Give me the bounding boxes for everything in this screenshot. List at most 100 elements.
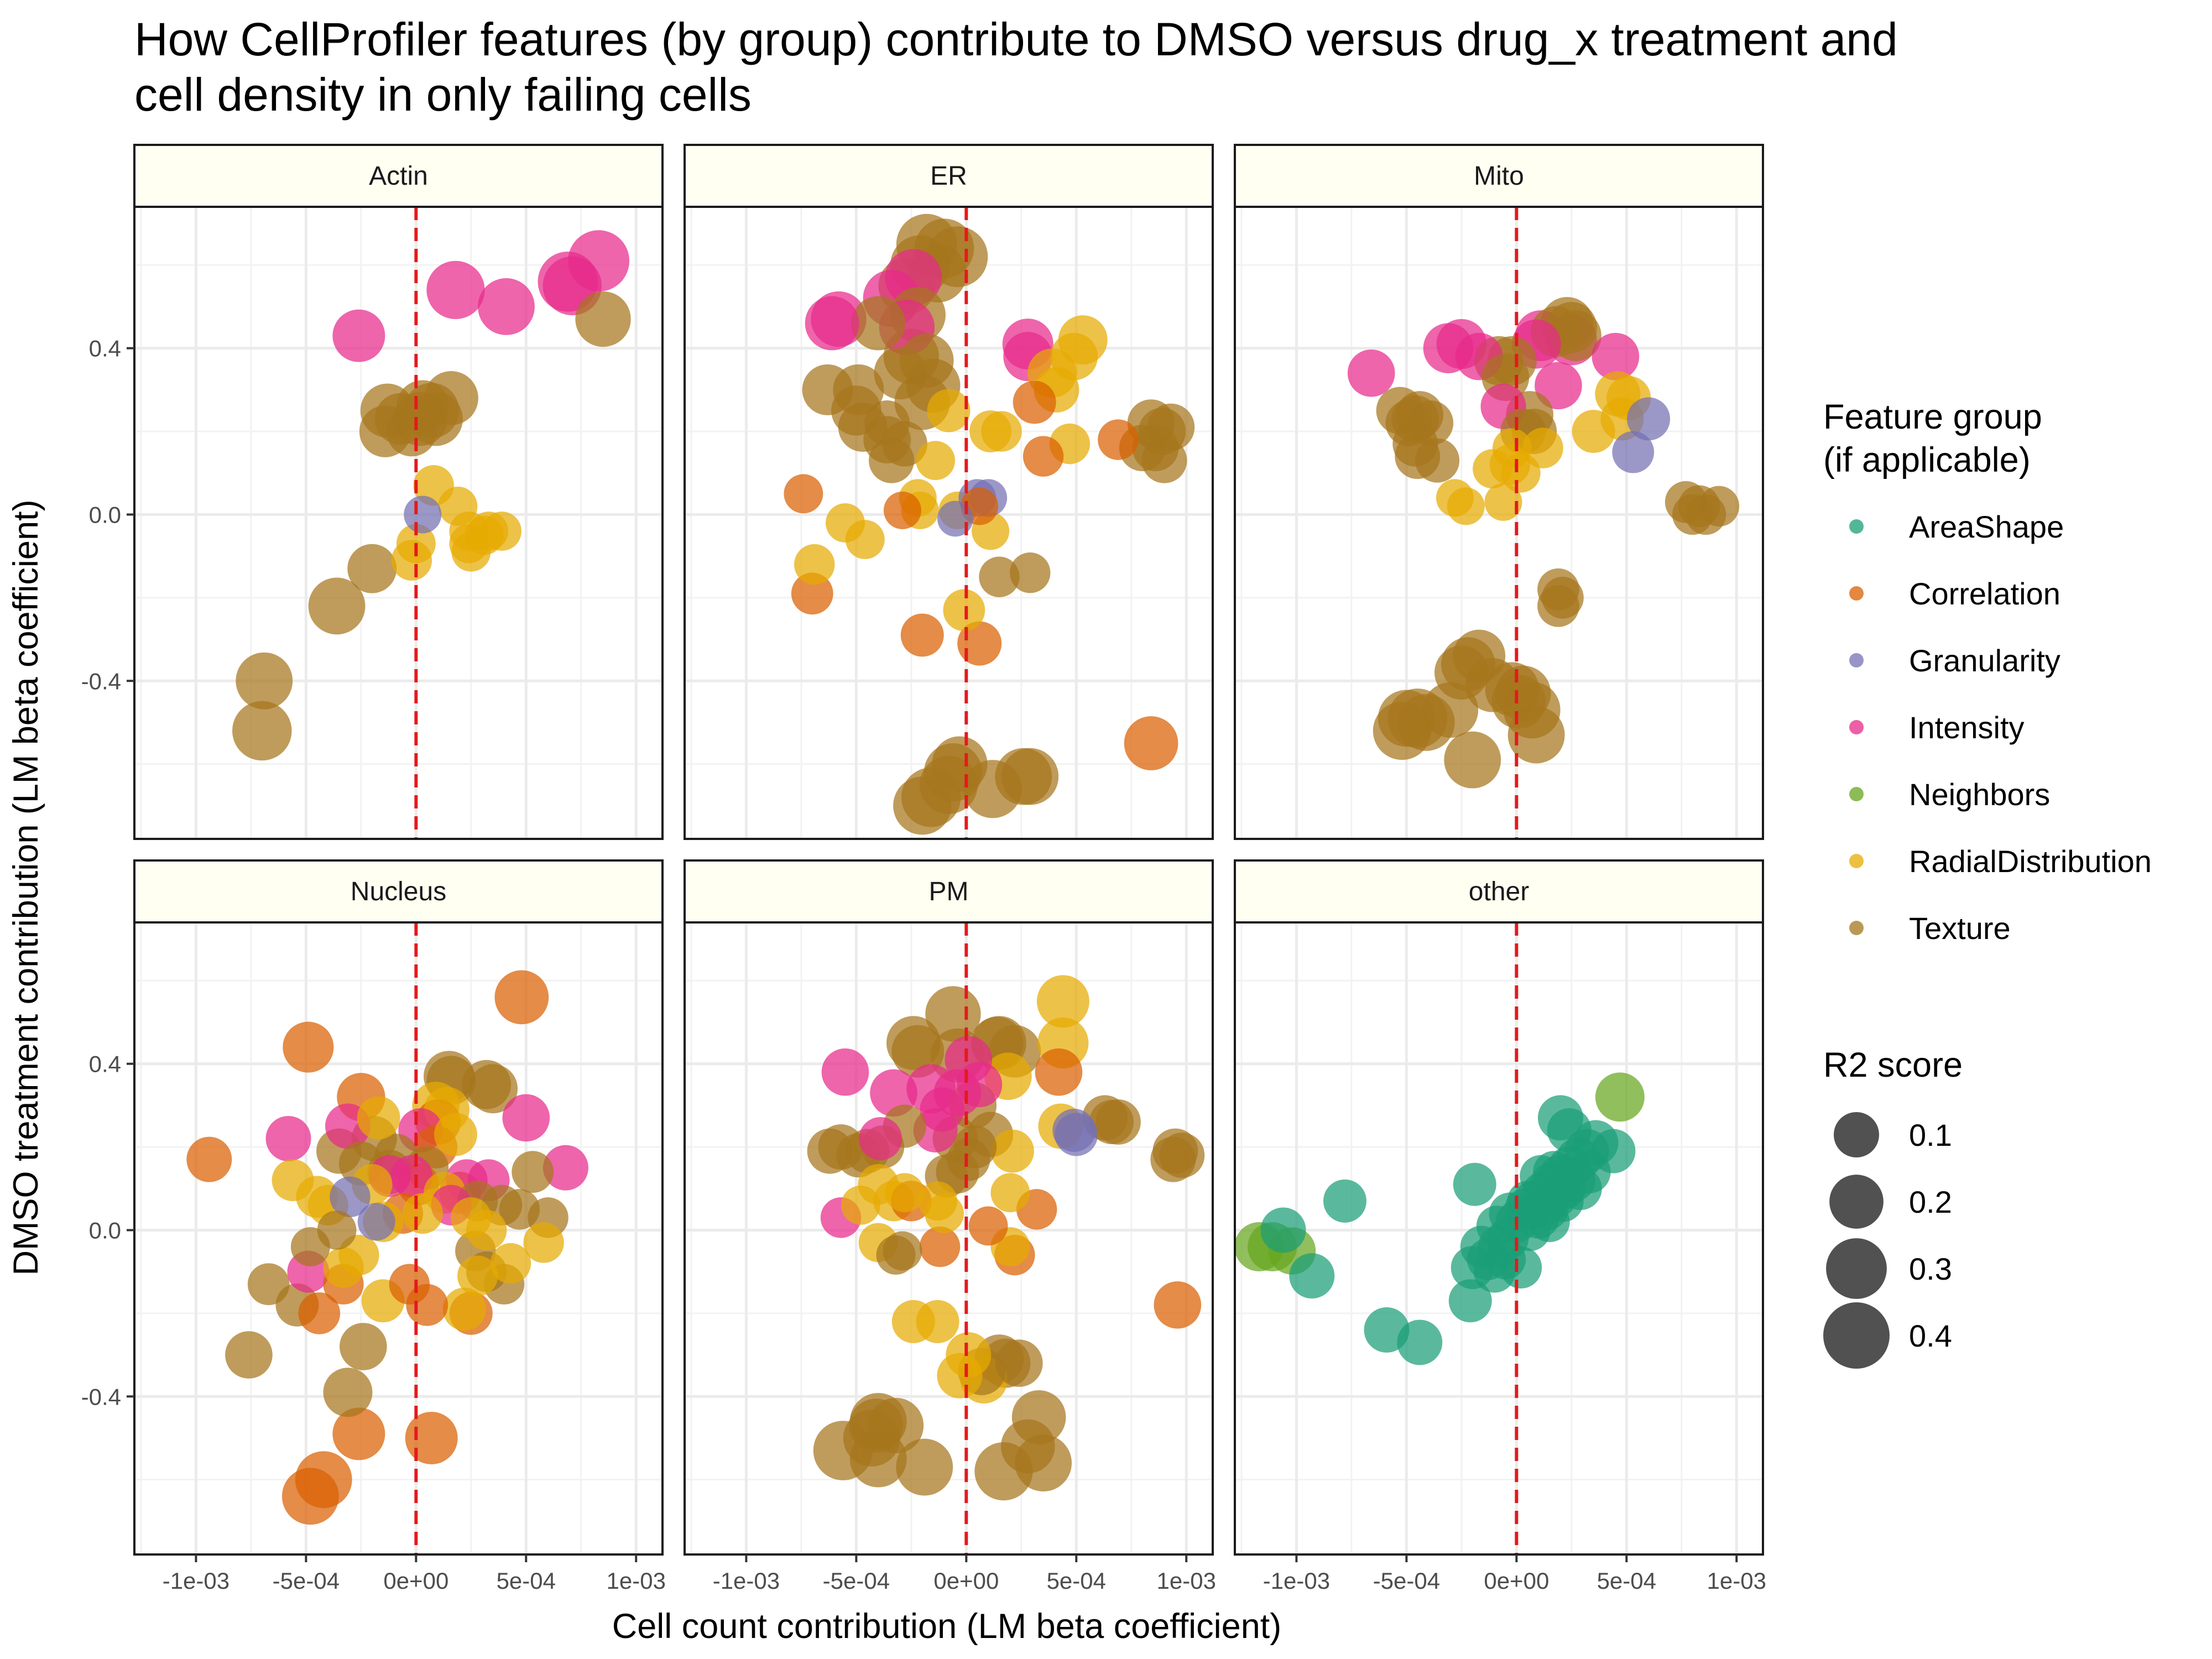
points bbox=[1347, 297, 1740, 789]
panel-border bbox=[133, 206, 664, 840]
panel-border bbox=[133, 921, 664, 1556]
data-point-correlation bbox=[919, 1226, 961, 1267]
data-point-correlation bbox=[1098, 419, 1139, 460]
data-point-intensity bbox=[1592, 332, 1640, 380]
data-point-texture bbox=[512, 1151, 554, 1193]
facet-strip-label: PM bbox=[929, 877, 969, 906]
legend-label-radialdistribution: RadialDistribution bbox=[1909, 844, 2152, 879]
size-legend-title: R2 score bbox=[1823, 1046, 1963, 1084]
data-point-granularity bbox=[1627, 397, 1671, 441]
facet-strip bbox=[1234, 859, 1764, 924]
data-point-texture bbox=[864, 400, 910, 446]
data-point-radialdistribution bbox=[482, 512, 521, 551]
data-point-areashape bbox=[1448, 1279, 1492, 1323]
x-tick-label: 1e-03 bbox=[607, 1568, 666, 1594]
data-point-intensity bbox=[265, 1116, 311, 1162]
data-point-radialdistribution bbox=[916, 1300, 959, 1343]
data-point-texture bbox=[896, 1438, 953, 1496]
size-legend-label: 0.1 bbox=[1909, 1118, 1952, 1152]
data-point-radialdistribution bbox=[442, 1287, 486, 1331]
legend: Feature group (if applicable) AreaShape Cor… bbox=[1823, 398, 2152, 1369]
points bbox=[1235, 1072, 1645, 1365]
facet-strip-label: Actin bbox=[369, 161, 428, 191]
size-legend-label: 0.3 bbox=[1909, 1251, 1952, 1286]
legend-label-neighbors: Neighbors bbox=[1909, 777, 2050, 812]
data-point-texture bbox=[225, 1331, 273, 1379]
data-point-radialdistribution bbox=[943, 589, 985, 632]
data-point-intensity bbox=[426, 260, 485, 320]
facet-panel-pm: PM -1e-03 -5e-04 0e+00 5e-04 1e-03 bbox=[684, 859, 1216, 1594]
x-tick-label: -5e-04 bbox=[823, 1568, 890, 1594]
data-point-radialdistribution bbox=[925, 1193, 964, 1233]
data-point-areashape bbox=[1260, 1207, 1306, 1253]
legend-label-texture: Texture bbox=[1909, 911, 2011, 946]
points bbox=[232, 230, 631, 761]
data-point-correlation bbox=[968, 1206, 1008, 1246]
data-point-correlation bbox=[791, 572, 833, 615]
data-point-texture bbox=[849, 1399, 904, 1453]
data-point-texture bbox=[1453, 629, 1506, 682]
panel-border bbox=[1234, 206, 1764, 840]
y-tick-label: 0.4 bbox=[89, 1051, 121, 1077]
data-point-texture bbox=[1550, 310, 1601, 362]
data-point-radialdistribution bbox=[1036, 975, 1089, 1028]
data-point-granularity bbox=[937, 500, 973, 537]
data-point-correlation bbox=[332, 1407, 385, 1460]
data-point-texture bbox=[1011, 1390, 1066, 1444]
data-point-areashape bbox=[1289, 1253, 1335, 1299]
data-point-radialdistribution bbox=[841, 1185, 880, 1225]
data-point-intensity bbox=[332, 309, 385, 362]
legend-label-correlation: Correlation bbox=[1909, 576, 2060, 611]
data-point-intensity bbox=[957, 1062, 1003, 1108]
facet-strip bbox=[133, 144, 664, 208]
data-point-areashape bbox=[1476, 1206, 1517, 1246]
data-point-intensity bbox=[920, 1087, 964, 1132]
x-tick-label: 0e+00 bbox=[933, 1568, 999, 1594]
data-point-granularity bbox=[357, 1203, 395, 1241]
legend-label-areashape: AreaShape bbox=[1909, 509, 2064, 544]
data-point-correlation bbox=[283, 1021, 334, 1073]
data-point-intensity bbox=[1535, 362, 1582, 410]
data-point-radialdistribution bbox=[523, 1222, 564, 1263]
data-point-texture bbox=[979, 556, 1020, 597]
data-point-radialdistribution bbox=[402, 1193, 443, 1234]
data-point-texture bbox=[340, 1323, 387, 1370]
y-tick-label: 0.0 bbox=[89, 1217, 121, 1243]
data-point-radialdistribution bbox=[357, 1096, 400, 1140]
x-tick-label: -1e-03 bbox=[163, 1568, 229, 1594]
facet-panel-mito: Mito bbox=[1234, 144, 1764, 840]
data-point-correlation bbox=[1124, 716, 1178, 770]
legend-key-areashape bbox=[1849, 519, 1864, 534]
data-point-intensity bbox=[1347, 349, 1395, 397]
data-point-texture bbox=[247, 1263, 290, 1306]
color-legend-title: Feature group bbox=[1823, 398, 2042, 436]
x-tick-label: 0e+00 bbox=[383, 1568, 448, 1594]
data-point-radialdistribution bbox=[490, 1243, 531, 1284]
data-point-correlation bbox=[1035, 1048, 1083, 1096]
data-point-texture bbox=[499, 1189, 540, 1230]
data-point-texture bbox=[1010, 552, 1051, 593]
panel-border bbox=[1234, 921, 1764, 1556]
facet-panels: Actin -0.4 0.0 0.4 ER Mito Nucleus -0.4 0.0 0.4 -1… bbox=[81, 144, 1766, 1594]
data-point-areashape bbox=[1485, 1239, 1526, 1280]
points bbox=[807, 975, 1205, 1501]
x-tick-label: 1e-03 bbox=[1707, 1568, 1766, 1594]
data-point-intensity bbox=[478, 278, 535, 335]
facet-strip bbox=[684, 144, 1214, 208]
data-point-correlation bbox=[900, 613, 944, 657]
data-point-radialdistribution bbox=[1572, 410, 1615, 453]
data-point-texture bbox=[1672, 494, 1713, 535]
data-point-texture bbox=[1001, 748, 1059, 805]
x-tick-label: 5e-04 bbox=[1597, 1568, 1656, 1594]
y-tick-label: 0.4 bbox=[89, 336, 121, 362]
data-point-areashape bbox=[1525, 1185, 1566, 1226]
data-point-granularity bbox=[1055, 1113, 1098, 1156]
legend-key-radialdistribution bbox=[1849, 854, 1864, 868]
data-point-texture bbox=[932, 736, 988, 792]
legend-label-granularity: Granularity bbox=[1909, 643, 2060, 678]
data-point-texture bbox=[1150, 1136, 1196, 1182]
y-axis-title: DMSO treatment contribution (LM beta coe… bbox=[7, 500, 45, 1276]
data-point-texture bbox=[317, 1211, 357, 1250]
data-point-areashape bbox=[1323, 1179, 1366, 1223]
